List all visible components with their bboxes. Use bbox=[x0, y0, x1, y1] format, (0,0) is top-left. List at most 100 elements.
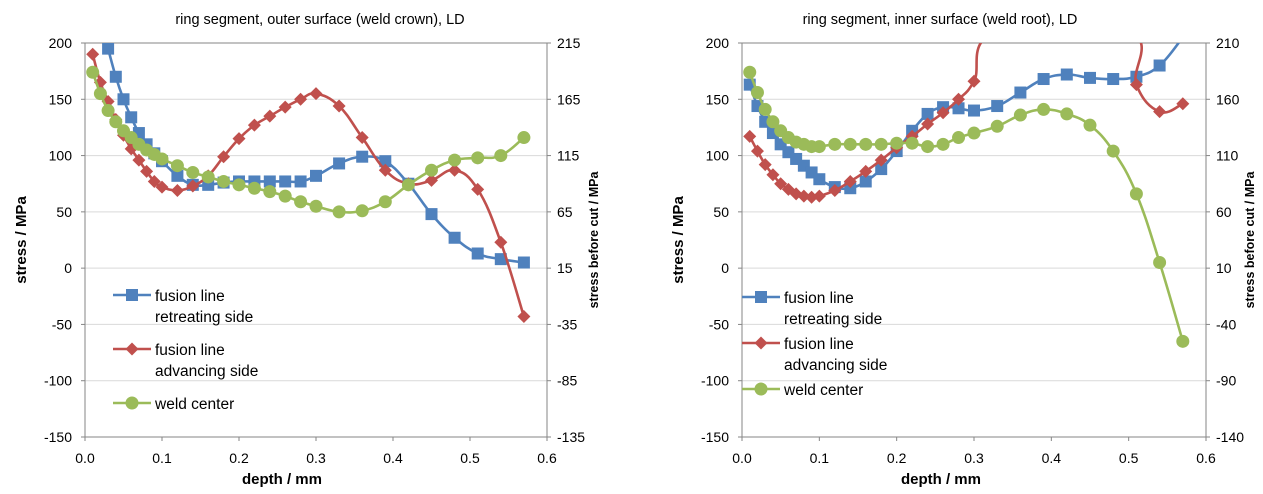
legend-label: retreating side bbox=[155, 309, 253, 326]
data-point bbox=[333, 157, 346, 170]
data-point bbox=[355, 131, 369, 145]
data-point bbox=[1176, 334, 1190, 348]
data-point bbox=[936, 106, 950, 120]
data-point bbox=[263, 185, 277, 199]
data-point bbox=[448, 231, 461, 244]
x-axis-label: depth / mm bbox=[242, 471, 322, 488]
data-point bbox=[332, 205, 346, 219]
legend-label: retreating side bbox=[784, 311, 882, 328]
y-tick-label: 100 bbox=[49, 148, 73, 164]
legend-marker bbox=[754, 382, 768, 396]
x-tick-label: 0.0 bbox=[75, 450, 95, 466]
x-tick-label: 0.6 bbox=[537, 450, 557, 466]
y2-tick-label: -85 bbox=[557, 373, 577, 389]
data-point bbox=[186, 179, 200, 193]
y-tick-label: 50 bbox=[56, 204, 72, 220]
data-point bbox=[766, 168, 780, 182]
x-tick-label: 0.2 bbox=[887, 450, 907, 466]
data-point bbox=[1153, 105, 1167, 119]
data-point bbox=[859, 164, 873, 178]
data-point bbox=[774, 177, 788, 191]
data-point bbox=[968, 104, 980, 117]
data-point bbox=[1013, 108, 1027, 122]
y-tick-label: -50 bbox=[709, 316, 729, 332]
data-point bbox=[921, 140, 935, 154]
data-point bbox=[263, 109, 277, 123]
data-point bbox=[217, 174, 231, 188]
y2-tick-label: -90 bbox=[1216, 373, 1236, 389]
data-point bbox=[278, 189, 292, 203]
data-point bbox=[743, 65, 757, 79]
data-point bbox=[1083, 118, 1097, 132]
data-point bbox=[294, 92, 308, 106]
data-point bbox=[1037, 102, 1051, 116]
data-point bbox=[332, 99, 346, 113]
x-axis-label: depth / mm bbox=[901, 471, 981, 488]
data-point bbox=[310, 169, 322, 182]
data-point bbox=[967, 126, 981, 140]
data-point bbox=[109, 115, 123, 129]
y2-tick-label: 165 bbox=[557, 91, 581, 107]
data-point bbox=[309, 87, 323, 101]
data-point bbox=[859, 137, 873, 151]
data-point bbox=[471, 151, 485, 165]
data-point bbox=[294, 195, 308, 209]
data-point bbox=[186, 165, 200, 179]
y2-tick-label: 210 bbox=[1216, 35, 1240, 51]
data-point bbox=[155, 180, 169, 194]
data-point bbox=[448, 163, 462, 177]
data-point bbox=[125, 111, 138, 124]
y2-tick-label: -140 bbox=[1216, 429, 1244, 445]
data-point bbox=[805, 190, 819, 204]
data-point bbox=[117, 93, 130, 106]
chart-title: ring segment, inner surface (weld root),… bbox=[803, 12, 1078, 28]
x-tick-label: 0.4 bbox=[383, 450, 403, 466]
data-point bbox=[232, 132, 246, 146]
y2-tick-label: 115 bbox=[557, 148, 580, 164]
data-point bbox=[517, 310, 531, 324]
y2-tick-label: 215 bbox=[557, 35, 581, 51]
legend-label: fusion line bbox=[155, 288, 225, 305]
legend-marker bbox=[126, 289, 138, 301]
data-point bbox=[952, 131, 966, 145]
y2-tick-label: 160 bbox=[1216, 91, 1240, 107]
legend-label: fusion line bbox=[155, 342, 225, 359]
data-point bbox=[86, 47, 100, 61]
data-point bbox=[875, 163, 888, 176]
chart-title: ring segment, outer surface (weld crown)… bbox=[175, 12, 464, 28]
data-point bbox=[247, 181, 261, 195]
legend-marker bbox=[755, 291, 767, 303]
y2-axis-label: stress before cut / MPa bbox=[1243, 171, 1257, 309]
legend: fusion line retreating side fusion line adv… bbox=[742, 290, 887, 399]
y2-tick-label: 110 bbox=[1216, 148, 1239, 164]
legend: fusion line retreating side fusion line adv… bbox=[113, 288, 258, 413]
y2-tick-label: 15 bbox=[557, 260, 573, 276]
x-tick-label: 0.0 bbox=[732, 450, 752, 466]
data-point bbox=[309, 199, 323, 213]
data-point bbox=[890, 136, 904, 150]
data-point bbox=[1129, 78, 1143, 92]
series-line bbox=[748, 43, 1181, 191]
data-point bbox=[1129, 187, 1143, 201]
y-tick-label: 50 bbox=[713, 204, 729, 220]
data-point bbox=[1084, 71, 1096, 84]
plot-frame bbox=[741, 42, 1207, 438]
x-tick-label: 0.3 bbox=[964, 450, 984, 466]
data-point bbox=[1060, 107, 1074, 121]
data-point bbox=[294, 175, 307, 188]
data-point bbox=[517, 256, 530, 269]
plot-frame bbox=[84, 42, 548, 438]
data-point bbox=[140, 164, 154, 178]
data-point bbox=[471, 182, 485, 196]
y-axis-label: stress / MPa bbox=[670, 196, 687, 284]
legend-marker bbox=[754, 336, 768, 350]
data-point bbox=[517, 131, 531, 145]
data-point bbox=[952, 92, 966, 106]
data-point bbox=[494, 149, 508, 163]
legend-marker bbox=[125, 342, 139, 356]
y-tick-label: -100 bbox=[44, 373, 72, 389]
data-point bbox=[170, 159, 184, 173]
data-point bbox=[425, 163, 438, 177]
data-point bbox=[1153, 59, 1166, 72]
data-point bbox=[425, 173, 438, 187]
